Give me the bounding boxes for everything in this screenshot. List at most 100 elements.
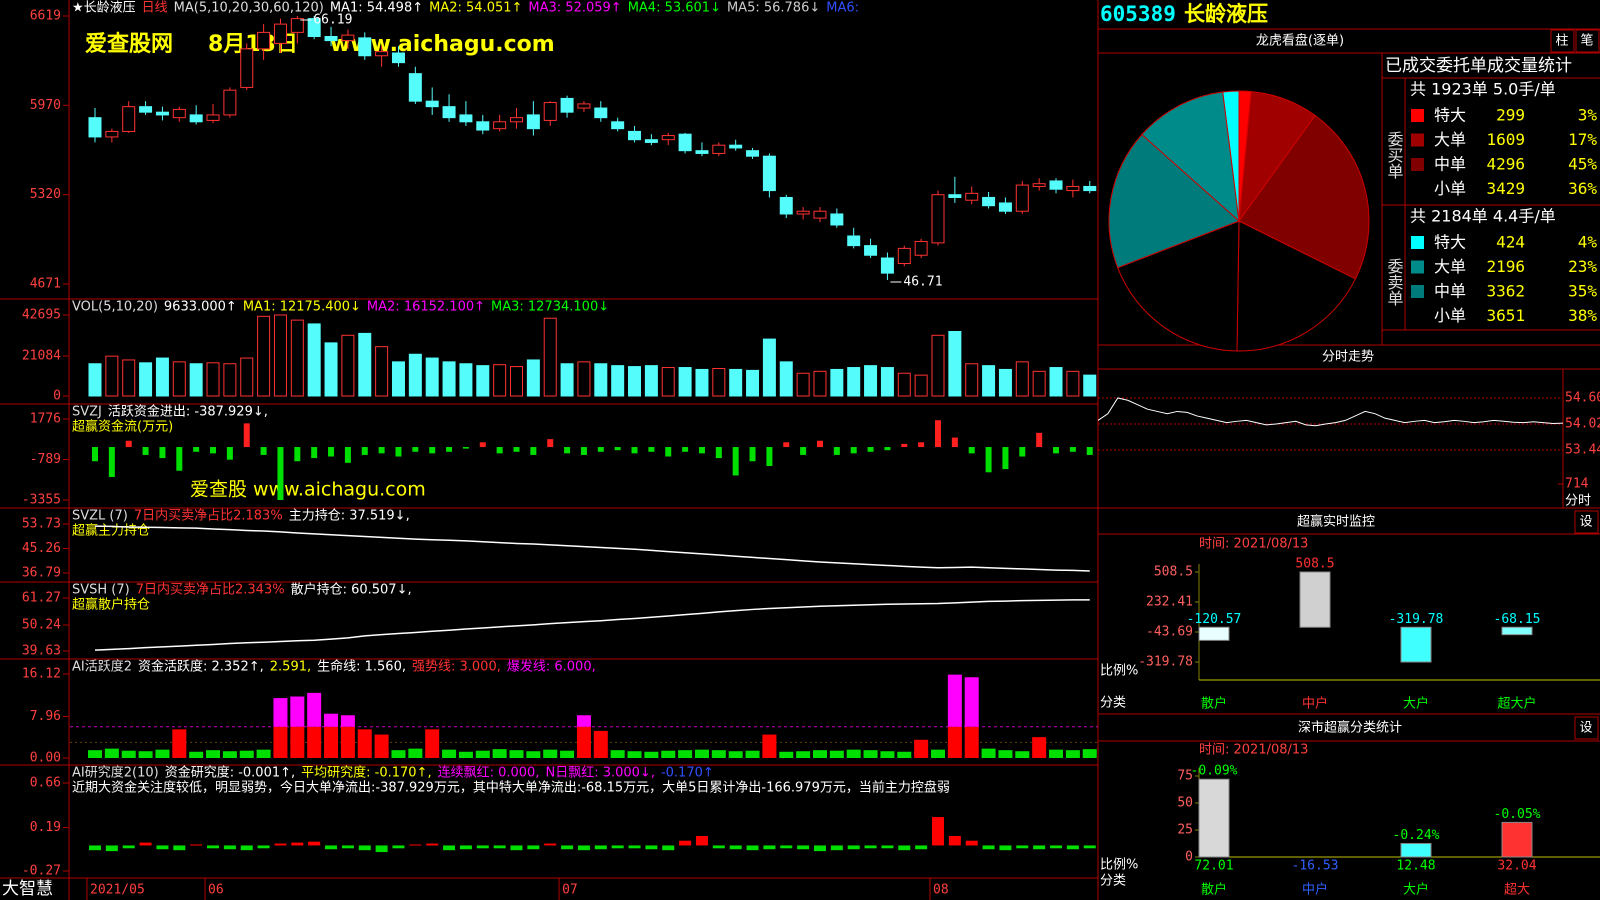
y-tick-label: 1776 xyxy=(30,412,61,427)
activity-bar xyxy=(610,750,625,758)
activity-bar xyxy=(290,726,305,758)
research-bar xyxy=(948,835,961,846)
button-frame[interactable] xyxy=(1550,29,1575,53)
activity-bar xyxy=(998,750,1013,758)
legend-swatch xyxy=(1411,158,1424,171)
legend-text: MA3: 52.059↑ xyxy=(528,1,621,16)
bar xyxy=(1299,571,1331,628)
candle-body xyxy=(779,196,793,215)
candle-body xyxy=(139,106,153,113)
value-label: -16.53 xyxy=(1292,859,1339,874)
legend-text: 7日内买卖净占比2.343% xyxy=(136,582,285,598)
legend-text: MA2: 54.051↑ xyxy=(429,1,522,16)
row-pct: 17% xyxy=(1568,130,1597,149)
candle-body xyxy=(1083,185,1097,192)
legend-text: 7日内买卖净占比2.183% xyxy=(134,508,283,524)
button[interactable]: 笔 xyxy=(1580,33,1593,49)
candle-body xyxy=(880,257,894,274)
change-label: -0.09% xyxy=(1191,764,1238,779)
date-label: 06 xyxy=(208,883,224,898)
volume-bar xyxy=(510,366,523,397)
legend-text: MA2: 16152.100↑ xyxy=(367,300,485,315)
research-bar xyxy=(729,845,742,850)
flow-bar xyxy=(631,447,638,454)
legend-text: MA1: 12175.400↓ xyxy=(243,300,361,315)
research-bar xyxy=(1016,845,1029,849)
candle-body xyxy=(341,34,355,42)
y-tick-label: 39.63 xyxy=(22,644,61,659)
activity-bar xyxy=(509,750,524,758)
activity-bar-top xyxy=(324,713,339,727)
y-tick-label: 508.5 xyxy=(1154,565,1193,580)
intraday-line xyxy=(1097,397,1564,427)
button-frame[interactable] xyxy=(1574,716,1599,740)
activity-bar xyxy=(155,749,170,758)
flow-bar xyxy=(1053,447,1060,454)
flow-bar xyxy=(159,447,166,459)
activity-bar xyxy=(172,729,187,758)
button[interactable]: 设 xyxy=(1579,515,1592,530)
flow-bar xyxy=(361,447,368,455)
volume-bar xyxy=(678,367,692,397)
candle-body xyxy=(560,97,574,113)
volume-bar xyxy=(493,364,507,397)
activity-bar xyxy=(189,751,204,758)
flow-bar xyxy=(614,447,621,451)
bar xyxy=(1501,626,1533,636)
activity-bar xyxy=(728,751,743,758)
y-tick-label: 25 xyxy=(1177,823,1193,838)
legend-swatch xyxy=(1411,260,1424,274)
volume-bar xyxy=(628,366,642,397)
holding-line xyxy=(94,525,1090,572)
candle-body xyxy=(746,150,760,157)
flow-bar xyxy=(833,447,840,455)
research-bar xyxy=(156,845,169,850)
volume-bar xyxy=(560,363,574,397)
activity-bar xyxy=(981,748,996,758)
flow-bar xyxy=(142,447,149,455)
research-bar xyxy=(190,844,203,846)
bar xyxy=(1501,821,1533,858)
bar xyxy=(1198,626,1230,641)
row-pct: 45% xyxy=(1568,155,1597,174)
flow-bar xyxy=(1036,432,1043,448)
candle-body xyxy=(1049,180,1063,190)
activity-bar xyxy=(796,751,811,758)
date-label: 2021/05 xyxy=(90,883,145,898)
activity-bar xyxy=(1082,749,1097,758)
volume-bar xyxy=(155,357,169,397)
y-tick-label: 53.73 xyxy=(22,517,61,532)
activity-bar xyxy=(307,726,322,758)
y-tick-label: 5320 xyxy=(30,187,61,202)
activity-bar xyxy=(206,750,221,758)
research-bar xyxy=(443,845,456,851)
panel-title: 分时走势 xyxy=(1322,349,1374,365)
research-bar xyxy=(881,845,894,849)
value-label: 32.04 xyxy=(1497,859,1536,874)
flow-bar xyxy=(648,447,655,452)
y-tick-label: 54.02 xyxy=(1565,417,1600,432)
button-frame[interactable] xyxy=(1574,510,1599,534)
activity-bar xyxy=(947,726,962,758)
category-label: 散户 xyxy=(1201,696,1227,712)
stock-name: 长龄液压 xyxy=(1184,2,1268,26)
activity-bar xyxy=(442,749,457,758)
activity-bar xyxy=(576,726,591,758)
legend-text: MA1: 54.498↑ xyxy=(330,1,423,16)
volume-bar xyxy=(459,363,473,397)
candle-body xyxy=(408,73,422,102)
legend-text: 资金研究度: -0.001↑, xyxy=(165,765,295,781)
flow-bar xyxy=(277,447,284,500)
volume-bar xyxy=(796,372,810,397)
research-bar xyxy=(982,845,995,850)
activity-bar xyxy=(897,751,912,758)
value-label: 72.01 xyxy=(1194,859,1233,874)
button-frame[interactable] xyxy=(1575,29,1600,53)
button[interactable]: 柱 xyxy=(1555,34,1568,49)
research-bar xyxy=(89,845,101,851)
y-tick-label: 45.26 xyxy=(22,541,61,556)
research-bar xyxy=(308,841,321,846)
button[interactable]: 设 xyxy=(1579,721,1592,736)
candle-body xyxy=(476,121,490,131)
flow-bar xyxy=(462,447,469,449)
